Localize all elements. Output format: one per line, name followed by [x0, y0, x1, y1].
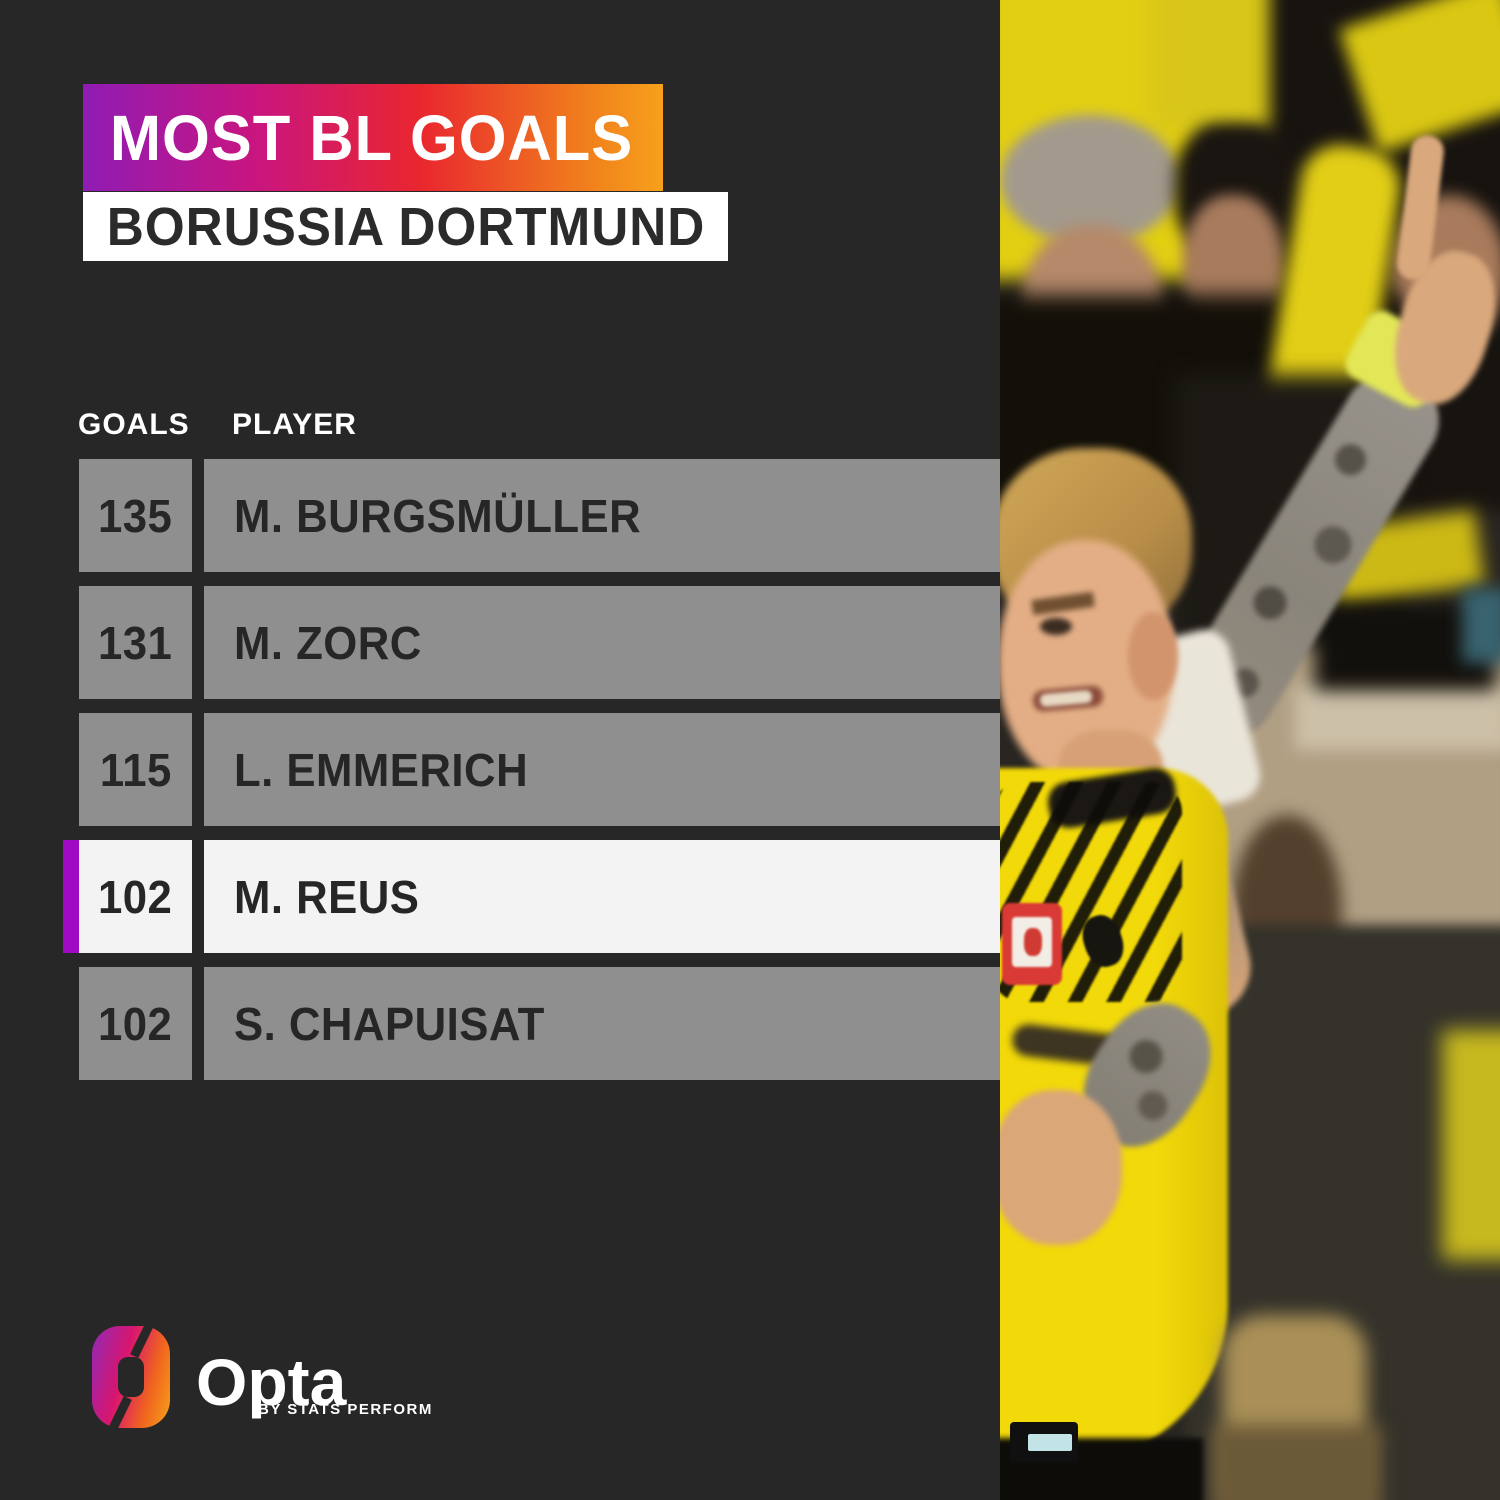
player-cell: S. CHAPUISAT: [204, 967, 1030, 1080]
player-name: S. CHAPUISAT: [234, 997, 545, 1050]
table-row-highlighted: 102 M. REUS: [63, 840, 1030, 953]
player-name: M. BURGSMÜLLER: [234, 489, 642, 542]
subtitle-banner: BORUSSIA DORTMUND: [83, 192, 728, 261]
goals-column-header: GOALS: [78, 408, 190, 441]
opta-logo-hole: [118, 1357, 144, 1397]
crowd-fan-cap: [1000, 115, 1180, 245]
player-cell: M. REUS: [204, 840, 1030, 953]
page-subtitle: BORUSSIA DORTMUND: [106, 196, 706, 257]
player-bicep: [1000, 1090, 1122, 1245]
player-name: L. EMMERICH: [234, 743, 529, 796]
player-name: M. REUS: [234, 870, 420, 923]
player-name: M. ZORC: [234, 616, 422, 669]
goals-cell: 102: [79, 840, 192, 953]
goals-cell: 102: [79, 967, 192, 1080]
opta-logo-icon: [92, 1319, 170, 1435]
goals-cell: 135: [79, 459, 192, 572]
highlight-accent-bar: [63, 840, 79, 953]
opta-logo-cut: [130, 1319, 155, 1359]
goals-value: 131: [98, 616, 173, 669]
table-row: 131 M. ZORC: [79, 586, 1030, 699]
player-column-header: PLAYER: [232, 408, 357, 441]
goals-value: 115: [99, 743, 172, 796]
table-row: 115 L. EMMERICH: [79, 713, 1030, 826]
bundesliga-patch-figure: [1024, 928, 1042, 956]
goals-value: 102: [98, 870, 173, 923]
table-row: 135 M. BURGSMÜLLER: [79, 459, 1030, 572]
goals-cell: 115: [79, 713, 192, 826]
opta-byline: BY STATS PERFORM: [258, 1401, 433, 1418]
background-blue-patch: [1462, 588, 1500, 663]
crowd-yellow-flag: [1150, 0, 1290, 130]
background-seat-shadow: [1212, 1425, 1382, 1500]
player-cell: M. ZORC: [204, 586, 1030, 699]
opta-logo-cut: [107, 1395, 132, 1435]
background-yellow-blob: [1442, 1030, 1500, 1260]
opta-wordmark: Opta: [196, 1345, 347, 1419]
player-eye: [1040, 618, 1072, 635]
player-cell: L. EMMERICH: [204, 713, 1030, 826]
goals-value: 102: [98, 997, 173, 1050]
player-ear: [1128, 612, 1178, 700]
goals-value: 135: [98, 489, 173, 542]
stadium-tier-streak: [1295, 685, 1500, 750]
photo-marco-reus: [1000, 0, 1500, 1500]
title-banner: MOST BL GOALS: [83, 84, 663, 191]
leaderboard-table: 135 M. BURGSMÜLLER 131 M. ZORC 115 L. EM…: [63, 459, 1030, 1094]
table-row: 102 S. CHAPUISAT: [79, 967, 1030, 1080]
goals-cell: 131: [79, 586, 192, 699]
jersey-hem-tag-stripe: [1028, 1434, 1072, 1451]
page-title: MOST BL GOALS: [109, 101, 634, 174]
player-cell: M. BURGSMÜLLER: [204, 459, 1030, 572]
